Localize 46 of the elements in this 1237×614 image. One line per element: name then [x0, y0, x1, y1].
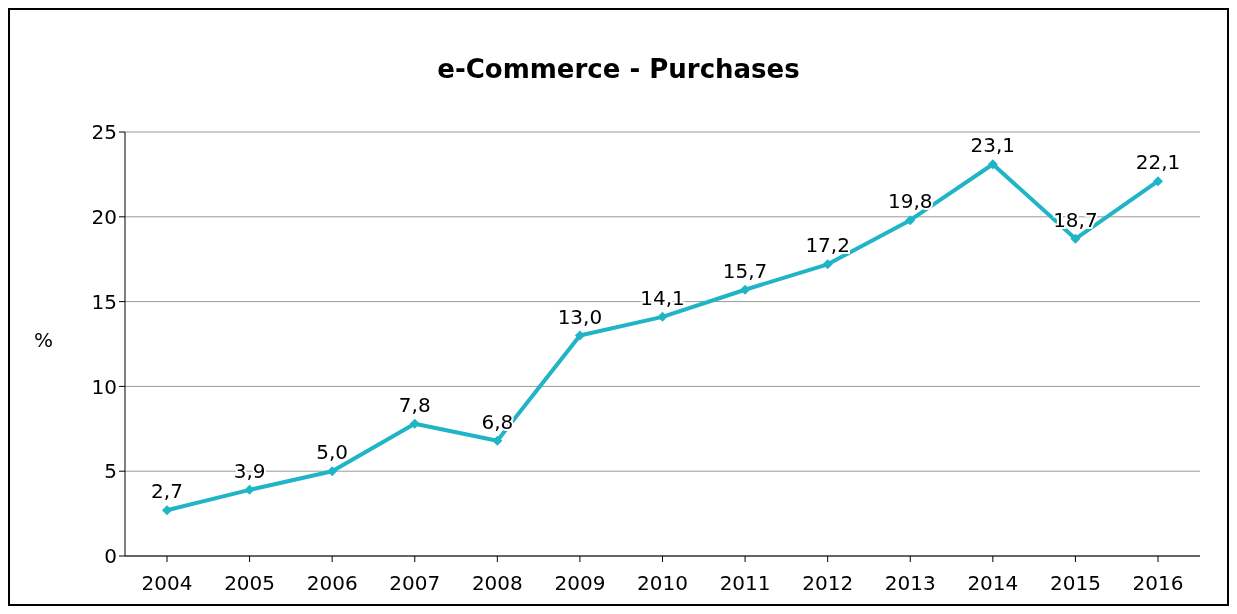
- data-label: 6,8: [481, 409, 514, 434]
- chart-title: e-Commerce - Purchases: [436, 54, 801, 84]
- x-tick-label: 2011: [719, 571, 771, 596]
- data-label: 23,1: [970, 133, 1016, 158]
- data-label: 15,7: [722, 258, 768, 283]
- y-tick-label: 5: [104, 459, 117, 484]
- x-tick-label: 2016: [1132, 571, 1184, 596]
- data-label: 14,1: [640, 285, 685, 310]
- y-tick-label: 20: [91, 204, 117, 229]
- data-label: 7,8: [398, 392, 431, 417]
- data-label: 18,7: [1053, 207, 1098, 232]
- point: [492, 435, 503, 446]
- point: [1153, 176, 1163, 187]
- x-tick-label: 2006: [306, 571, 358, 596]
- point: [244, 484, 255, 495]
- y-tick-label: 25: [91, 120, 117, 145]
- y-axis-title: %: [34, 328, 54, 352]
- x-tick-label: 2007: [389, 571, 441, 596]
- data-label: 17,2: [805, 233, 850, 258]
- data-label: 13,0: [557, 304, 603, 329]
- data-label: 5,0: [316, 440, 349, 465]
- y-tick-label: 10: [91, 374, 117, 399]
- x-tick-label: 2012: [802, 571, 854, 596]
- point: [740, 284, 751, 295]
- y-tick-label: 0: [104, 544, 117, 569]
- x-tick-label: 2013: [884, 571, 936, 596]
- x-tick-label: 2015: [1049, 571, 1101, 596]
- y-tick-label: 15: [91, 289, 117, 314]
- x-tick-label: 2010: [637, 571, 688, 596]
- data-label: 3,9: [233, 458, 266, 483]
- x-tick-label: 2014: [967, 571, 1019, 596]
- point: [987, 159, 998, 170]
- point: [905, 215, 916, 226]
- x-tick-label: 2004: [141, 571, 193, 596]
- data-label: 19,8: [887, 189, 933, 214]
- point: [327, 466, 338, 477]
- data-label: 22,1: [1135, 150, 1181, 175]
- x-tick-label: 2005: [224, 571, 276, 596]
- point: [574, 330, 585, 341]
- x-tick-label: 2008: [471, 571, 523, 596]
- point: [822, 259, 833, 270]
- data-label: 2,7: [151, 479, 183, 504]
- x-tick-label: 2009: [554, 571, 606, 596]
- point: [409, 418, 420, 429]
- point: [162, 505, 172, 516]
- point: [657, 311, 668, 322]
